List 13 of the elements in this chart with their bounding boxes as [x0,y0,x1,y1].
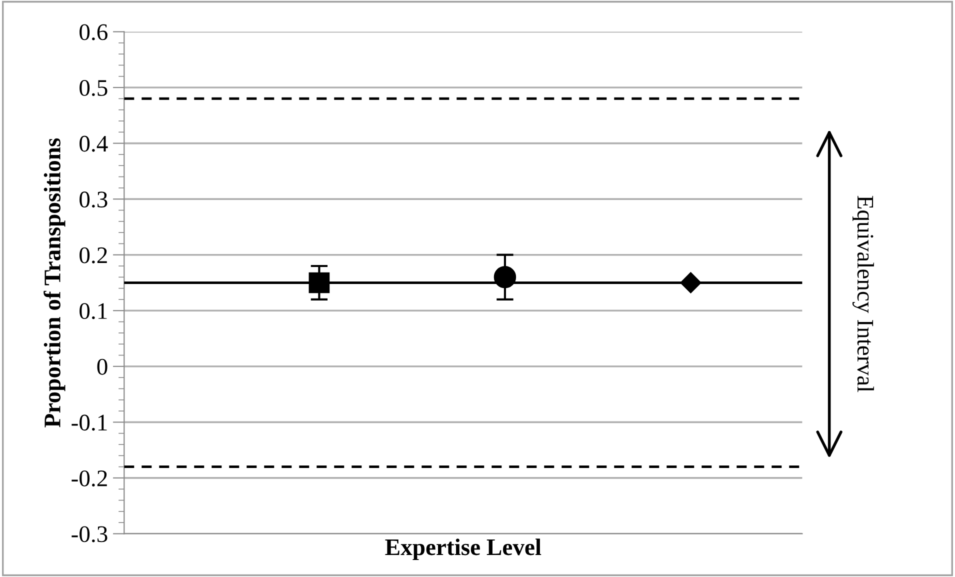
y-tick-label: 0.3 [80,192,108,208]
y-tick-label: -0.3 [72,526,108,542]
x-axis-title: Expertise Level [385,538,542,560]
y-tick-label: 0.6 [80,24,108,40]
text: Equivalency Interval [852,196,874,392]
y-tick-label: -0.2 [72,470,107,486]
y-tick-label: 0.5 [80,80,108,96]
y-tick-label: 0.2 [80,247,107,264]
y-tick-label: 0 [97,358,108,375]
y-tick-label: -0.1 [72,414,107,431]
y-tick-label: 0.1 [80,303,107,320]
y-axis-title: Proportion of Transpositions [44,138,66,428]
y-tick-label: 0.4 [80,136,108,152]
